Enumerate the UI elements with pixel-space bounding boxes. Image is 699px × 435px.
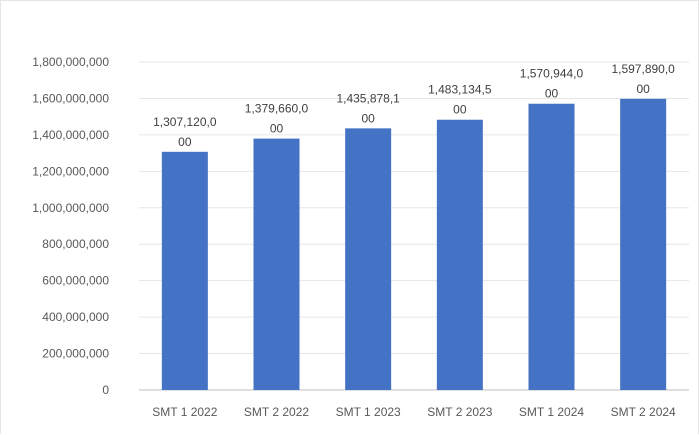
bar bbox=[253, 138, 300, 390]
data-label: 1,570,944,0 bbox=[520, 67, 584, 81]
y-tick-label: 1,800,000,000 bbox=[32, 55, 109, 69]
data-label: 1,379,660,0 bbox=[245, 102, 309, 116]
y-tick-label: 1,200,000,000 bbox=[32, 164, 109, 178]
bar bbox=[528, 103, 575, 391]
data-label: 00 bbox=[545, 87, 559, 101]
data-label: 00 bbox=[361, 111, 375, 125]
y-tick-label: 600,000,000 bbox=[42, 274, 109, 288]
bars bbox=[161, 98, 667, 391]
data-label: 1,307,120,0 bbox=[153, 115, 217, 129]
x-tick-label: SMT 1 2022 bbox=[152, 405, 217, 419]
bar bbox=[345, 128, 392, 390]
y-tick-label: 1,600,000,000 bbox=[32, 91, 109, 105]
x-tick-label: SMT 1 2023 bbox=[336, 405, 401, 419]
gridlines bbox=[139, 61, 689, 391]
y-axis-ticks: 0 200,000,000 400,000,000 600,000,000 800,00… bbox=[32, 55, 109, 397]
bar bbox=[620, 98, 667, 391]
data-label: 1,597,890,0 bbox=[611, 62, 675, 76]
x-tick-label: SMT 2 2024 bbox=[611, 405, 676, 419]
y-tick-label: 1,400,000,000 bbox=[32, 128, 109, 142]
data-labels: 1,307,120,0 00 1,379,660,0 00 1,435,878,1 00 1… bbox=[153, 62, 675, 149]
y-tick-label: 0 bbox=[102, 383, 109, 397]
data-label: 00 bbox=[270, 122, 284, 136]
x-tick-label: SMT 2 2022 bbox=[244, 405, 309, 419]
y-tick-label: 1,000,000,000 bbox=[32, 201, 109, 215]
y-tick-label: 400,000,000 bbox=[42, 310, 109, 324]
x-axis-ticks: SMT 1 2022 SMT 2 2022 SMT 1 2023 SMT 2 2023… bbox=[152, 405, 676, 419]
x-tick-label: SMT 2 2023 bbox=[427, 405, 492, 419]
bar bbox=[161, 151, 208, 390]
y-tick-label: 200,000,000 bbox=[42, 347, 109, 361]
data-label: 1,483,134,5 bbox=[428, 83, 492, 97]
data-label: 00 bbox=[636, 82, 650, 96]
y-tick-label: 800,000,000 bbox=[42, 237, 109, 251]
data-label: 1,435,878,1 bbox=[336, 91, 400, 105]
bar bbox=[436, 119, 483, 391]
data-label: 00 bbox=[453, 103, 467, 117]
x-tick-label: SMT 1 2024 bbox=[519, 405, 584, 419]
data-label: 00 bbox=[178, 135, 192, 149]
